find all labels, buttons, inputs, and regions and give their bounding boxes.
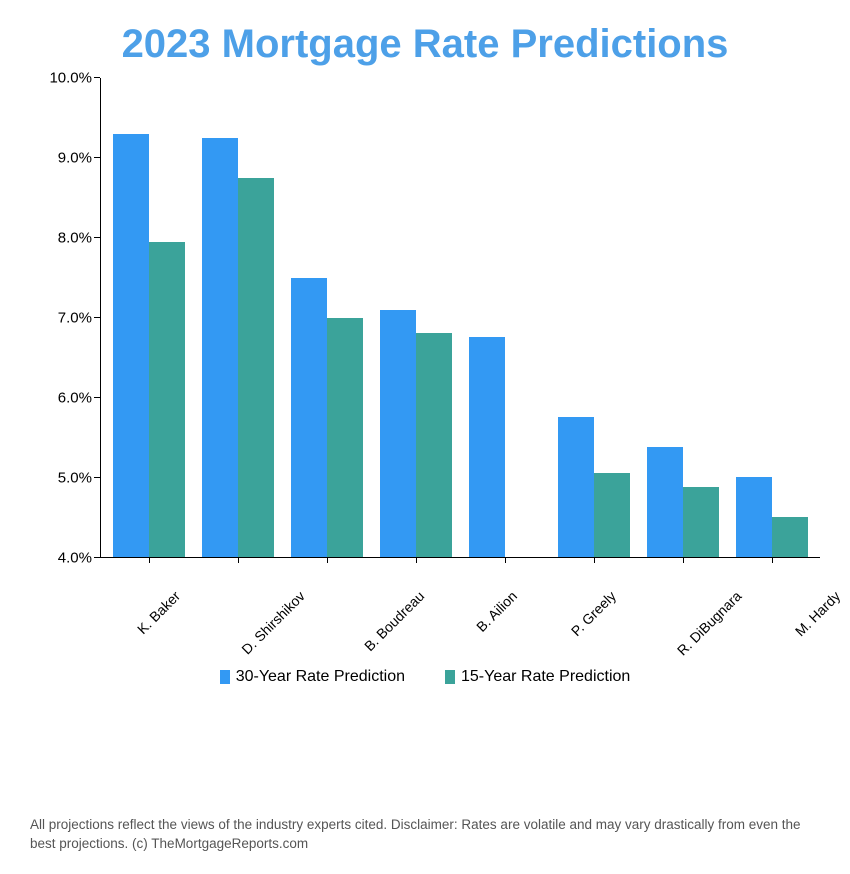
y-tick-label: 6.0%: [58, 390, 92, 407]
plot-region: 4.0%5.0%6.0%7.0%8.0%9.0%10.0%: [30, 78, 820, 558]
bar-group: [111, 78, 186, 557]
chart-title: 2023 Mortgage Rate Predictions: [30, 20, 820, 68]
bar-group: [646, 78, 721, 557]
bar-group: [735, 78, 810, 557]
y-tick-mark: [94, 317, 100, 318]
chart-area: 4.0%5.0%6.0%7.0%8.0%9.0%10.0% K. BakerD.…: [30, 78, 820, 796]
y-tick-label: 7.0%: [58, 310, 92, 327]
bars-container: [100, 78, 820, 558]
bar: [327, 318, 363, 558]
bar: [202, 138, 238, 557]
x-axis-label: R. DiBugnara: [674, 568, 824, 718]
bar-group: [378, 78, 453, 557]
bar-group: [200, 78, 275, 557]
y-tick-mark: [94, 237, 100, 238]
y-tick-label: 5.0%: [58, 470, 92, 487]
bar: [558, 417, 594, 557]
bar: [149, 242, 185, 557]
bar: [113, 134, 149, 557]
bar-group: [289, 78, 364, 557]
bar-group: [468, 78, 543, 557]
y-tick-label: 9.0%: [58, 150, 92, 167]
footer-disclaimer: All projections reflect the views of the…: [30, 816, 820, 854]
x-axis-label: B. Boudreau: [361, 568, 507, 714]
bar: [416, 333, 452, 557]
y-tick-mark: [94, 77, 100, 78]
y-tick-label: 10.0%: [49, 70, 92, 87]
y-tick-mark: [94, 157, 100, 158]
bar: [594, 473, 630, 557]
y-tick-mark: [94, 397, 100, 398]
y-tick-mark: [94, 477, 100, 478]
y-axis: 4.0%5.0%6.0%7.0%8.0%9.0%10.0%: [30, 78, 100, 558]
bar: [736, 477, 772, 557]
bar-group: [557, 78, 632, 557]
y-tick-label: 8.0%: [58, 230, 92, 247]
x-axis-labels: K. BakerD. ShirshikovB. BoudreauB. Ailio…: [100, 558, 820, 658]
bar: [683, 487, 719, 557]
y-tick-label: 4.0%: [58, 550, 92, 567]
bar: [469, 337, 505, 557]
bar: [380, 310, 416, 557]
bar: [772, 517, 808, 557]
bar: [647, 447, 683, 557]
bar: [238, 178, 274, 557]
bar: [291, 278, 327, 557]
